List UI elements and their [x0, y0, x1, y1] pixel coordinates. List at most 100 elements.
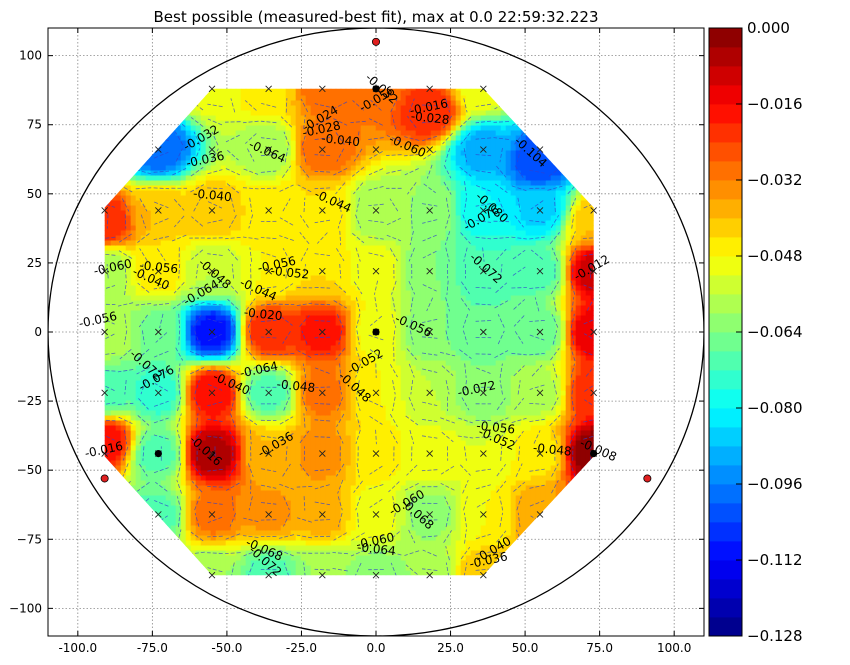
contour-cell	[130, 435, 137, 442]
contour-cell	[140, 485, 147, 492]
contour-cell	[330, 325, 337, 332]
contour-cell	[200, 460, 207, 467]
contour-cell	[190, 470, 197, 477]
contour-cell	[190, 130, 197, 137]
contour-cell	[305, 415, 312, 422]
contour-cell	[270, 130, 277, 137]
contour-cell	[270, 430, 277, 437]
contour-cell	[215, 130, 222, 137]
contour-cell	[155, 445, 162, 452]
contour-cell	[290, 440, 297, 447]
contour-cell	[300, 175, 307, 182]
contour-cell	[335, 440, 342, 447]
contour-cell	[195, 230, 202, 237]
contour-cell	[270, 425, 277, 432]
contour-cell	[330, 320, 337, 327]
contour-cell	[200, 315, 207, 322]
contour-cell	[230, 310, 237, 317]
contour-cell	[320, 440, 327, 447]
contour-cell	[280, 235, 287, 242]
contour-cell	[330, 395, 337, 402]
contour-cell	[185, 135, 192, 142]
contour-cell	[220, 235, 227, 242]
contour-cell	[295, 420, 302, 427]
contour-cell	[155, 295, 162, 302]
contour-cell	[130, 330, 137, 337]
contour-cell	[135, 490, 142, 497]
contour-cell	[225, 90, 232, 97]
contour-cell	[320, 530, 327, 537]
contour-cell	[155, 175, 162, 182]
contour-cell	[245, 335, 252, 342]
contour-cell	[270, 290, 277, 297]
contour-cell	[195, 190, 202, 197]
contour-cell	[300, 510, 307, 517]
contour-cell	[310, 260, 317, 267]
contour-cell	[195, 440, 202, 447]
contour-cell	[145, 180, 152, 187]
contour-cell	[215, 530, 222, 537]
contour-cell	[260, 115, 267, 122]
contour-cell	[320, 560, 327, 567]
contour-cell	[190, 120, 197, 127]
contour-cell	[295, 555, 302, 562]
contour-cell	[125, 425, 132, 432]
contour-cell	[240, 425, 247, 432]
contour-cell	[215, 425, 222, 432]
contour-cell	[335, 460, 342, 467]
contour-cell	[235, 115, 242, 122]
contour-cell	[255, 315, 262, 322]
contour-cell	[195, 495, 202, 502]
contour-cell	[290, 395, 297, 402]
contour-cell	[335, 230, 342, 237]
contour-cell	[305, 465, 312, 472]
contour-cell	[145, 230, 152, 237]
contour-cell	[215, 155, 222, 162]
contour-cell	[315, 180, 322, 187]
contour-cell	[160, 330, 167, 337]
contour-cell	[145, 220, 152, 227]
contour-cell	[275, 320, 282, 327]
contour-cell	[160, 200, 167, 207]
contour-cell	[155, 290, 162, 297]
contour-cell	[165, 510, 172, 517]
contour-cell	[240, 140, 247, 147]
contour-cell	[330, 335, 337, 342]
contour-cell	[290, 410, 297, 417]
contour-cell	[275, 525, 282, 532]
contour-cell	[230, 515, 237, 522]
contour-cell	[285, 250, 292, 257]
contour-cell	[215, 535, 222, 542]
contour-cell	[320, 290, 327, 297]
contour-cell	[110, 450, 117, 457]
contour-cell	[220, 460, 227, 467]
contour-cell	[165, 470, 172, 477]
contour-cell	[270, 205, 277, 212]
contour-cell	[235, 475, 242, 482]
contour-cell	[335, 515, 342, 522]
contour-cell	[325, 510, 332, 517]
contour-cell	[315, 440, 322, 447]
contour-cell	[275, 330, 282, 337]
contour-cell	[265, 150, 272, 157]
contour-cell	[155, 430, 162, 437]
contour-cell	[275, 180, 282, 187]
contour-cell	[180, 250, 187, 257]
contour-cell	[315, 95, 322, 102]
contour-cell	[310, 175, 317, 182]
contour-cell	[230, 290, 237, 297]
contour-cell	[240, 405, 247, 412]
contour-cell	[270, 490, 277, 497]
contour-cell	[305, 285, 312, 292]
contour-cell	[190, 390, 197, 397]
contour-cell	[280, 485, 287, 492]
contour-cell	[225, 425, 232, 432]
contour-cell	[195, 520, 202, 527]
contour-cell	[255, 150, 262, 157]
contour-cell	[315, 400, 322, 407]
contour-cell	[205, 415, 212, 422]
contour-cell	[310, 340, 317, 347]
contour-cell	[145, 255, 152, 262]
contour-cell	[275, 425, 282, 432]
contour-cell	[320, 105, 327, 112]
